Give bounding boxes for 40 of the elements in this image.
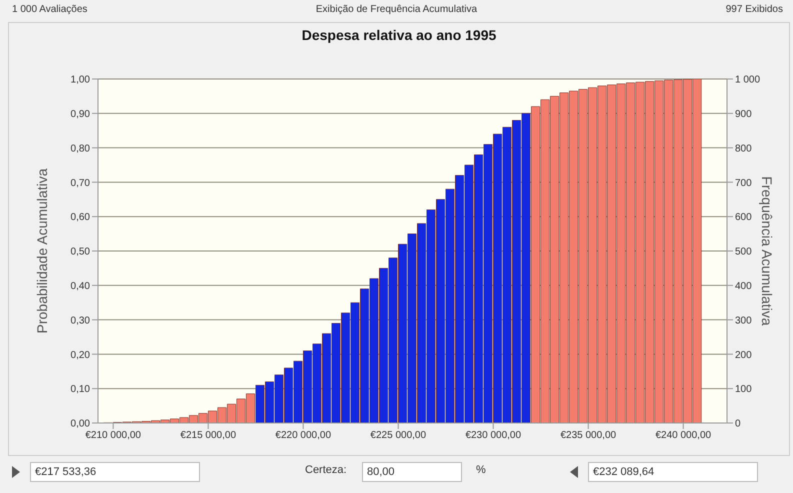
y2-tick-label: 800 (735, 143, 752, 154)
y2-tick-label: 900 (735, 108, 752, 120)
y-axis-title: Probabilidade Acumulativa (34, 168, 50, 334)
y-tick-label: 1,00 (70, 74, 90, 86)
x-tick-label: €220 000,00 (275, 430, 332, 442)
y-tick-label: 0,40 (70, 280, 90, 292)
y-tick-label: 0,60 (70, 212, 90, 224)
y-tick-label: 0,70 (70, 178, 90, 189)
text: 1 000 Avaliações (12, 4, 88, 15)
y2-tick-label: 600 (735, 212, 752, 224)
y2-tick-label: 300 (735, 315, 752, 326)
text: €232 089,64 (588, 462, 758, 482)
y-tick-label: 0,20 (70, 350, 90, 361)
text: €217 533,36 (30, 462, 200, 482)
y-tick-label: 0,30 (70, 315, 90, 326)
y2-tick-label: 100 (735, 384, 752, 396)
text: % (476, 464, 486, 476)
y-tick-label: 0,50 (70, 246, 90, 258)
x-tick-label: €225 000,00 (370, 430, 426, 442)
chart-title: Despesa relativa ao ano 1995 (300, 27, 498, 43)
x-tick-label: €215 000,00 (180, 430, 236, 442)
text: Certeza: (305, 464, 347, 476)
chart-subtitle: Exibição de Frequência Acumulativa (316, 4, 478, 15)
y-tick-label: 0,80 (70, 143, 90, 154)
y2-tick-label: 500 (735, 246, 752, 258)
y2-tick-label: 1 000 (735, 74, 760, 86)
y2-tick-label: 200 (735, 350, 752, 361)
y2-axis-title: Frequência Acumulativa (759, 176, 776, 326)
y2-tick-label: 400 (735, 280, 752, 292)
y-tick-label: 0,10 (70, 384, 90, 396)
x-tick-label: €235 000,00 (560, 430, 617, 442)
x-tick-label: €210 000,00 (85, 430, 142, 442)
text: 997 Exibidos (726, 4, 783, 15)
y-tick-label: 0,90 (70, 108, 90, 120)
y2-tick-label: 700 (735, 178, 752, 189)
y2-tick-label: 0 (735, 418, 741, 430)
y-tick-label: 0,00 (70, 418, 90, 430)
text: 80,00 (362, 462, 462, 482)
x-tick-label: €240 000,00 (655, 430, 712, 442)
x-tick-label: €230 000,00 (465, 430, 522, 442)
